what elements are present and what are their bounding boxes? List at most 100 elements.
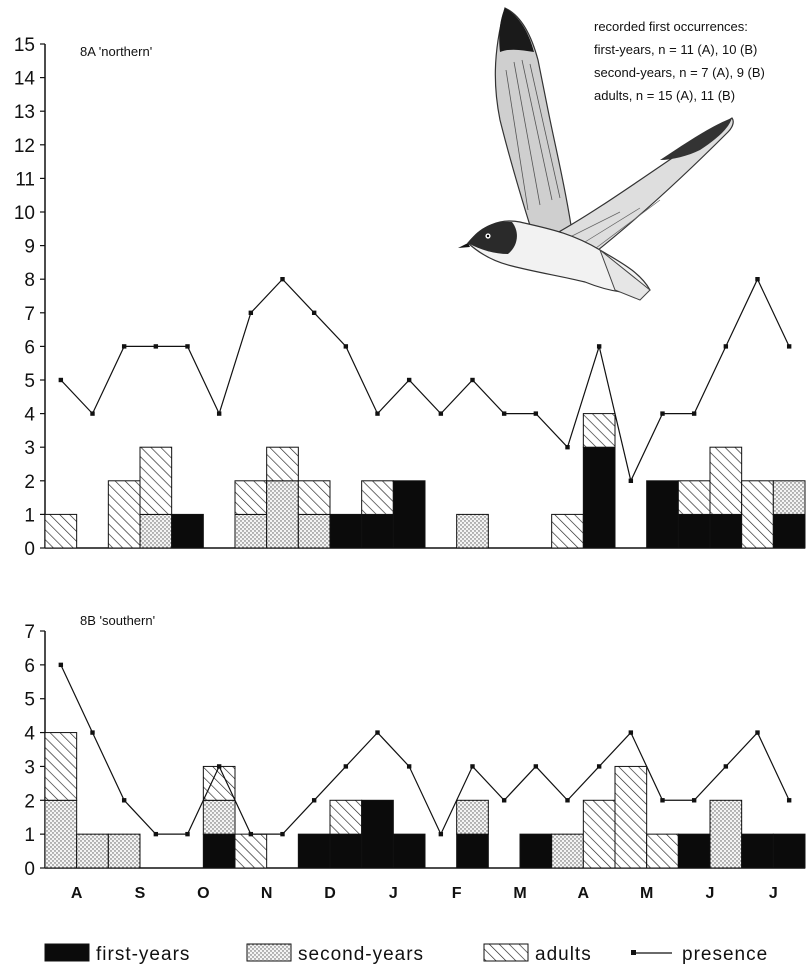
bar-adults (582, 413, 616, 448)
y-tick-label: 9 (24, 237, 35, 258)
presence-point (216, 411, 222, 416)
panel-southern: 0 1 2 3 4 5 6 7 A S O N D J F M A M J J 8B 'southern' (24, 613, 806, 902)
bar-adults (646, 833, 679, 869)
bar-first-years (582, 446, 616, 549)
bar-first-years (709, 513, 743, 549)
bar-adults (139, 446, 173, 515)
presence-line (58, 662, 792, 837)
presence-point (153, 831, 159, 837)
presence-point (90, 411, 95, 416)
bar-first-years (392, 480, 426, 549)
bar-adults (234, 480, 268, 515)
presence-point (470, 377, 475, 383)
legend-label-adults: adults (535, 944, 592, 965)
presence-point (501, 798, 507, 803)
presence-point (723, 764, 729, 769)
bar-adults (677, 480, 711, 515)
presence-point (185, 344, 190, 349)
gull-in-flight-illustration (458, 7, 734, 301)
presence-point (660, 411, 665, 416)
presence-point (375, 730, 380, 735)
bar-adults (741, 480, 774, 549)
bar-first-years (456, 833, 489, 869)
bar-first-years (361, 513, 394, 549)
bar-first-years (646, 480, 679, 549)
bar-adults (709, 446, 743, 515)
presence-point (660, 798, 665, 803)
note-line: first-years, n = 11 (A), 10 (B) (594, 42, 757, 57)
y-tick-label: 5 (24, 371, 35, 392)
bar-second-years (297, 513, 331, 549)
y-tick-label: 13 (14, 102, 35, 123)
bar-first-years (519, 833, 553, 869)
presence-point (596, 344, 602, 349)
y-tick-label: 15 (14, 35, 35, 56)
y-tick-label: 1 (24, 505, 35, 526)
bar-second-years (456, 799, 489, 835)
panel-title-northern: 8A 'northern' (80, 44, 152, 59)
presence-point (406, 764, 412, 769)
x-tick-label: M (513, 885, 526, 902)
bar-adults (107, 480, 141, 549)
bar-adults (329, 799, 363, 835)
presence-point (248, 310, 254, 315)
legend-label-presence: presence (682, 944, 768, 965)
presence-point (691, 411, 697, 416)
first-occurrence-note: recorded first occurrences: first-years,… (594, 19, 765, 103)
y-tick-label: 4 (24, 724, 35, 745)
bar-adults (202, 765, 236, 801)
presence-point (58, 662, 64, 668)
presence-point (58, 377, 64, 383)
bar-second-years (709, 799, 743, 869)
bar-second-years (76, 833, 109, 869)
presence-point (565, 445, 570, 450)
bar-second-years (456, 513, 489, 549)
y-tick-label: 0 (24, 859, 35, 880)
presence-point (280, 277, 285, 282)
legend: first-years second-years adults presence (44, 943, 768, 965)
note-line: adults, n = 15 (A), 11 (B) (594, 88, 735, 103)
presence-point (755, 277, 760, 282)
x-tick-label: N (261, 885, 273, 902)
x-tick-label: J (769, 885, 778, 902)
x-tick-label: M (640, 885, 653, 902)
y-tick-label: 2 (24, 791, 35, 812)
bar-first-years (171, 513, 204, 549)
legend-swatch-first-years (44, 943, 90, 962)
presence-point (248, 831, 254, 837)
presence-point (786, 798, 792, 803)
presence-point (121, 344, 127, 349)
presence-polyline (60, 277, 790, 483)
x-tick-label: O (197, 885, 209, 902)
bar-adults (361, 480, 394, 515)
presence-point (216, 764, 222, 769)
bar-first-years (772, 833, 806, 869)
bar-first-years (677, 513, 711, 549)
y-tick-label: 8 (24, 270, 35, 291)
bar-first-years (677, 833, 711, 869)
bar-second-years (44, 799, 78, 869)
presence-point (691, 798, 697, 803)
presence-point (438, 831, 444, 837)
bar-adults (551, 513, 584, 549)
legend-label-second-years: second-years (298, 944, 424, 965)
presence-point (343, 344, 349, 349)
panel-title-southern: 8B 'southern' (80, 613, 155, 628)
presence-point (596, 764, 602, 769)
x-tick-label: A (578, 885, 590, 902)
bar-series (44, 732, 806, 869)
y-axis-ticks: 0 1 2 3 4 5 6 7 (24, 622, 45, 880)
legend-swatch-adults (483, 943, 529, 962)
presence-point (90, 730, 95, 735)
x-tick-label: D (324, 885, 336, 902)
legend-label-first-years: first-years (96, 944, 190, 965)
presence-point (375, 411, 380, 416)
bar-first-years (772, 513, 806, 549)
y-tick-label: 4 (24, 405, 35, 426)
presence-point (311, 310, 317, 315)
bar-second-years (107, 833, 141, 869)
bar-second-years (234, 513, 268, 549)
bar-adults (266, 446, 299, 482)
